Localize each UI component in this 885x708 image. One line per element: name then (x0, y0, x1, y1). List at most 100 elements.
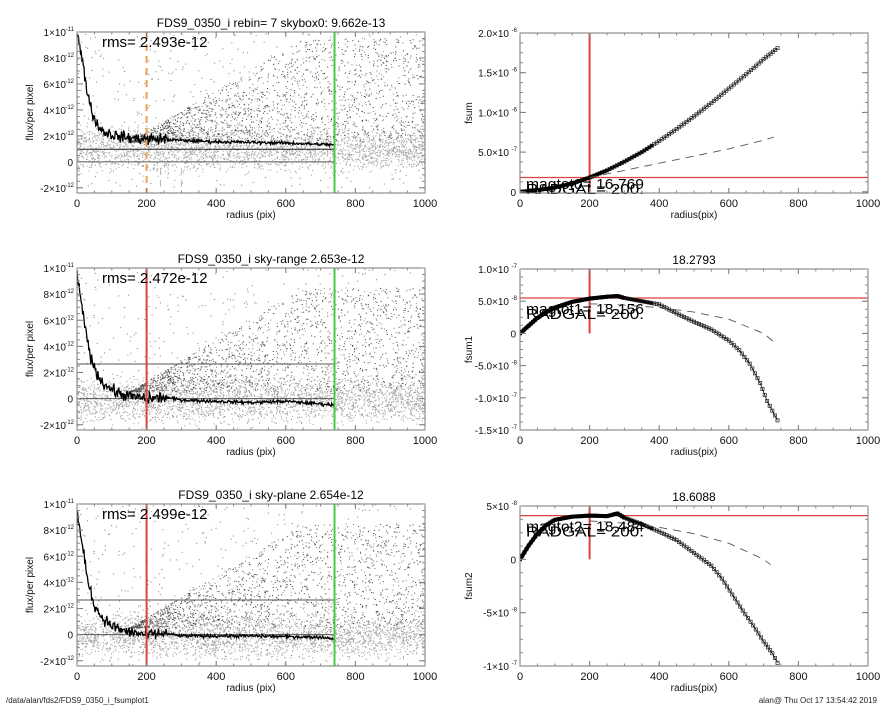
data-marker (743, 612, 748, 617)
data-marker (706, 326, 711, 331)
y-tick-exponent: -6 (512, 28, 518, 34)
x-tick-label: 1000 (856, 435, 880, 447)
y-tick-exponent: -8 (512, 501, 518, 507)
plot-area (77, 32, 425, 193)
x-tick-label: 1000 (856, 198, 880, 210)
data-marker (770, 408, 775, 413)
data-marker (674, 311, 679, 316)
y-tick-exponent: -12 (65, 79, 74, 85)
data-marker (694, 320, 699, 325)
chart-title: FDS9_0350_i rebin= 7 skybox0: 9.662e-13 (157, 16, 386, 30)
data-marker (725, 584, 730, 589)
chart-profile-skybox: rms= 2.493e-12 FDS9_0350_i rebin= 7 skybo… (25, 16, 437, 221)
data-marker (709, 563, 714, 568)
y-tick-exponent: -11 (66, 263, 75, 269)
y-tick-label: 8×10 (43, 54, 66, 65)
x-tick-label: 600 (720, 671, 738, 683)
chart-profile-sky-plane: rms= 2.499e-12 FDS9_0350_i sky-plane 2.65… (25, 488, 437, 694)
plot-frame (519, 268, 869, 431)
data-marker (699, 323, 704, 328)
x-tick-label: 400 (207, 435, 225, 447)
y-tick-exponent: -12 (65, 577, 74, 583)
y-tick-label: 1.0×10 (478, 265, 509, 276)
plot-frame (76, 503, 426, 667)
data-marker (669, 535, 674, 540)
y-tick-label: 6×10 (43, 80, 66, 91)
data-marker (721, 90, 726, 95)
series-thick-segment (520, 168, 608, 193)
overlay-label-0: magtot0= 16.769 (526, 176, 644, 193)
data-marker (739, 76, 744, 81)
data-marker (717, 573, 722, 578)
x-tick-label: 800 (789, 198, 807, 210)
data-marker (753, 627, 758, 632)
footer-file-path: /data/alan/fds2/FDS9_0350_i_fsumplot1 (6, 696, 149, 705)
y-tick-exponent: -7 (512, 264, 518, 270)
y-tick-label: 8×10 (43, 290, 66, 301)
data-marker (756, 61, 761, 66)
y-tick-exponent: -12 (65, 420, 74, 426)
overlay-label-1: RADGAL= 200. (526, 306, 644, 323)
y-tick-label: 1×10 (43, 264, 66, 275)
radial-profile-line (77, 270, 335, 408)
y-tick-label: 4×10 (43, 342, 66, 353)
y-tick-label: 2×10 (43, 605, 66, 616)
scatter-points (77, 504, 425, 666)
y-tick-exponent: -12 (65, 341, 74, 347)
data-marker (759, 635, 763, 640)
y-tick-label: 1×10 (43, 28, 66, 39)
data-marker (742, 354, 747, 359)
x-tick-label: 600 (277, 435, 295, 447)
x-tick-label: 200 (137, 198, 155, 210)
scatter-points (77, 32, 425, 189)
series-thick-segment (520, 293, 625, 335)
x-tick-label: 200 (137, 671, 155, 683)
data-marker (740, 608, 745, 613)
radial-profile-line (77, 510, 336, 641)
data-marker (689, 318, 694, 323)
y-tick-exponent: -6 (512, 68, 518, 74)
chart-title: FDS9_0350_i sky-range 2.653e-12 (178, 252, 365, 266)
y-tick-exponent: -12 (65, 656, 74, 662)
y-axis-label: fsum1 (464, 335, 475, 363)
chart-profile-sky-range: rms= 2.472e-12 FDS9_0350_i sky-range 2.65… (25, 252, 437, 458)
y-tick-label: 0 (67, 395, 73, 406)
y-tick-label: 8×10 (43, 526, 66, 537)
data-marker (744, 72, 749, 77)
data-marker (654, 302, 659, 306)
data-marker (770, 651, 775, 656)
y-tick-label: 0 (67, 631, 73, 642)
y-tick-label: -1.5×10 (475, 426, 510, 437)
x-axis-label: radius (pix) (226, 210, 275, 221)
x-tick-label: 200 (580, 671, 598, 683)
data-marker (745, 616, 750, 620)
y-tick-label: -2×10 (40, 421, 66, 432)
plot-frame (519, 32, 869, 194)
y-tick-exponent: -12 (65, 183, 74, 189)
data-marker (741, 74, 746, 79)
y-tick-exponent: -11 (66, 499, 75, 505)
data-marker (747, 361, 752, 366)
scatter-mid-points (77, 268, 425, 424)
scatter-sky-points (77, 117, 425, 177)
y-tick-label: 4×10 (43, 578, 66, 589)
y-tick-label: -2×10 (40, 657, 66, 668)
y-tick-exponent: -12 (65, 525, 74, 531)
y-tick-label: 2×10 (43, 369, 66, 380)
data-marker (736, 78, 741, 83)
data-marker (719, 92, 724, 97)
data-marker (649, 301, 654, 305)
x-tick-label: 400 (207, 671, 225, 683)
y-tick-exponent: -8 (512, 296, 518, 302)
y-tick-label: -2×10 (40, 184, 66, 195)
data-marker (679, 313, 684, 318)
x-tick-label: 800 (789, 671, 807, 683)
data-marker (751, 623, 756, 628)
y-tick-label: 0 (67, 158, 73, 169)
scatter-points (77, 268, 425, 430)
data-marker (726, 86, 731, 91)
y-tick-label: -5×10 (483, 609, 509, 620)
x-tick-label: 1000 (413, 198, 437, 210)
y-tick-exponent: -8 (512, 361, 518, 367)
data-marker (716, 94, 721, 99)
